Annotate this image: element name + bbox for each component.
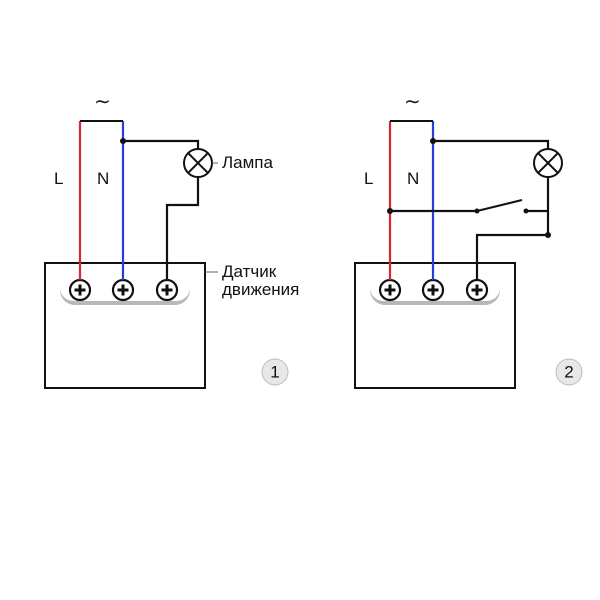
terminal-1-2 xyxy=(157,280,177,300)
terminal-2-0 xyxy=(380,280,400,300)
switch-symbol xyxy=(475,200,529,214)
wire-lamp-to-out-1 xyxy=(167,177,198,280)
terminal-2-1 xyxy=(423,280,443,300)
label-L-1: L xyxy=(54,169,63,188)
lamp-symbol-1 xyxy=(184,149,212,177)
label-L-2: L xyxy=(364,169,373,188)
ac-symbol-2: ∼ xyxy=(404,91,421,113)
wire-N-to-lamp-1 xyxy=(123,141,198,149)
label-sensor-line2: движения xyxy=(222,280,299,299)
svg-text:2: 2 xyxy=(564,362,573,381)
svg-text:1: 1 xyxy=(270,362,279,381)
badge-1: 1 xyxy=(262,359,288,385)
lamp-symbol-2 xyxy=(534,149,562,177)
label-N-1: N xyxy=(97,169,109,188)
terminal-2-2 xyxy=(467,280,487,300)
ac-symbol-1: ∼ xyxy=(94,91,111,113)
wiring-diagram: ∼ L N Лампа Датчикдвижения 1 ∼ L N 2 xyxy=(0,0,600,600)
label-sensor-line1: Датчик xyxy=(222,262,277,281)
label-lamp: Лампа xyxy=(222,153,274,172)
badge-2: 2 xyxy=(556,359,582,385)
label-N-2: N xyxy=(407,169,419,188)
wire-out-to-lamp-2 xyxy=(477,235,548,280)
wire-lamp-to-switch-2 xyxy=(526,177,548,211)
terminal-1-1 xyxy=(113,280,133,300)
terminal-1-0 xyxy=(70,280,90,300)
wire-N-to-lamp-2 xyxy=(433,141,548,149)
